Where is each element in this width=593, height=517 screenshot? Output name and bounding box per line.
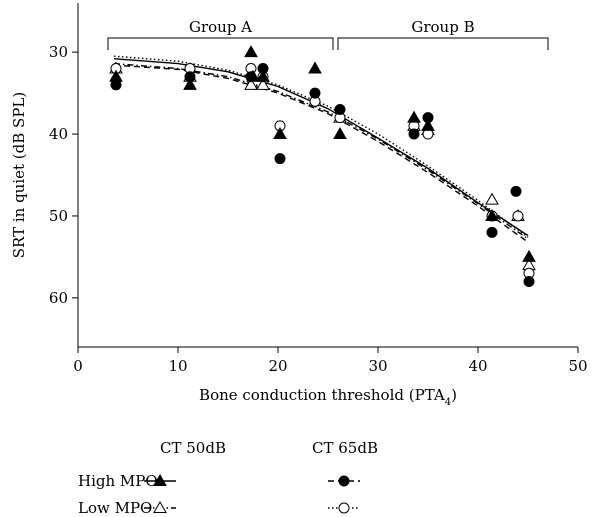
data-point (274, 153, 286, 165)
data-point (244, 45, 258, 58)
legend-header-ct65: CT 65dB (312, 439, 378, 457)
legend-marker (153, 500, 167, 513)
y-axis-label: SRT in quiet (dB SPL) (10, 92, 28, 258)
x-tick-label: 0 (73, 357, 83, 375)
group-label: Group B (411, 18, 474, 36)
data-point (523, 275, 535, 287)
y-tick-label: 60 (49, 289, 68, 307)
x-tick-label: 30 (368, 357, 387, 375)
legend-samples (144, 473, 360, 514)
x-tick-label: 50 (568, 357, 587, 375)
data-point (512, 210, 524, 222)
legend-marker (338, 475, 350, 487)
y-ticks: 30 40 50 60 (49, 43, 78, 307)
data-point (183, 77, 197, 90)
data-point (333, 127, 347, 140)
fit-lines (113, 55, 529, 243)
data-point (408, 128, 420, 140)
data-markers (109, 45, 536, 287)
legend-marker (338, 502, 350, 514)
x-tick-label: 10 (168, 357, 187, 375)
x-axis-label: Bone conduction threshold (PTA4) (199, 386, 457, 408)
group-brackets: Group A Group B (107, 18, 549, 50)
data-point (273, 127, 287, 140)
data-point (422, 112, 434, 124)
data-point (334, 103, 346, 115)
data-point (308, 61, 322, 74)
x-ticks: 0 10 20 30 40 50 (73, 347, 588, 375)
legend-marker (153, 473, 167, 486)
data-point (256, 69, 270, 82)
data-point (244, 77, 258, 90)
data-point (407, 110, 421, 123)
legend-header-ct50: CT 50dB (160, 439, 226, 457)
fit-line (113, 58, 529, 237)
data-point (522, 249, 536, 262)
data-point (421, 118, 435, 131)
data-point (256, 77, 270, 90)
group-bracket (107, 37, 334, 50)
legend-label-high-mpo: High MPO (78, 472, 158, 490)
data-point (486, 226, 498, 238)
data-point (245, 71, 257, 83)
fit-line (113, 62, 529, 240)
legend-label-low-mpo: Low MPO (78, 499, 152, 517)
data-point (510, 185, 522, 197)
fit-line (113, 55, 529, 238)
y-tick-label: 30 (49, 43, 68, 61)
data-point (110, 79, 122, 91)
group-label: Group A (189, 18, 252, 36)
x-tick-label: 20 (268, 357, 287, 375)
data-point (257, 63, 269, 75)
x-tick-label: 40 (468, 357, 487, 375)
fit-line (113, 64, 529, 243)
data-point (309, 87, 321, 99)
data-point (485, 192, 499, 205)
data-point (184, 71, 196, 83)
data-point (485, 208, 499, 221)
y-tick-label: 40 (49, 125, 68, 143)
y-tick-label: 50 (49, 207, 68, 225)
plot-frame (77, 3, 578, 348)
group-bracket (337, 37, 549, 50)
